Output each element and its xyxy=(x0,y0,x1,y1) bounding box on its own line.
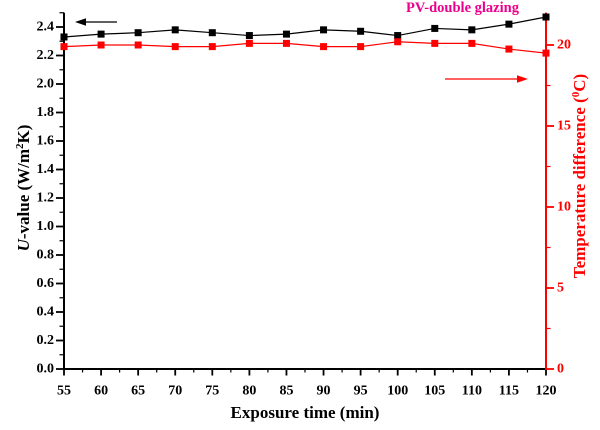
tick-label: 95 xyxy=(354,384,368,399)
x-axis-title: Exposure time (min) xyxy=(230,403,380,422)
tick-label: 1.6 xyxy=(37,134,55,149)
tick-label: 115 xyxy=(499,384,519,399)
tick-label: 75 xyxy=(205,384,219,399)
series-line xyxy=(63,41,547,54)
data-point-square xyxy=(60,43,68,51)
data-point-square xyxy=(542,13,550,21)
left-y-axis-title: U-value (W/m2K) xyxy=(14,124,33,252)
tick-label: 1.8 xyxy=(37,105,55,120)
tick-label: 0.0 xyxy=(37,362,55,377)
tick-label: 55 xyxy=(57,384,71,399)
tick-label: 120 xyxy=(536,384,557,399)
tick-label: 2.4 xyxy=(37,20,55,35)
tick-label: 90 xyxy=(317,384,331,399)
tick-label: 0.6 xyxy=(37,276,55,291)
tick-label: 85 xyxy=(279,384,293,399)
chart-title: PV-double glazing xyxy=(406,0,519,16)
data-point-square xyxy=(282,39,290,47)
data-point-square xyxy=(208,43,216,51)
right-axis-arrow xyxy=(445,75,528,83)
data-point-square xyxy=(171,43,179,51)
temperature-difference-series xyxy=(60,38,550,57)
data-point-square xyxy=(542,49,550,57)
right-y-axis-title: Temperature difference (0C) xyxy=(570,73,589,279)
data-point-square xyxy=(134,29,142,37)
data-point-square xyxy=(431,39,439,47)
tick-label: 80 xyxy=(242,384,256,399)
tick-label: 1.0 xyxy=(37,219,55,234)
data-point-square xyxy=(394,38,402,46)
tick-label: 1.4 xyxy=(37,162,55,177)
tick-label: 15 xyxy=(557,119,571,134)
data-point-square xyxy=(468,26,476,34)
data-point-square xyxy=(320,26,328,34)
right-y-axis: 0 5 10 15 20 xyxy=(545,12,571,377)
u-value-series xyxy=(60,13,550,41)
data-point-square xyxy=(171,26,179,34)
left-axis-arrow xyxy=(75,18,117,26)
data-point-square xyxy=(245,32,253,40)
tick-label: 0 xyxy=(557,362,564,377)
tick-label: 20 xyxy=(557,38,571,53)
tick-label: 110 xyxy=(462,384,482,399)
data-point-square xyxy=(505,20,513,28)
x-axis: 55 60 65 70 75 80 85 90 95 100 105 110 115 120 xyxy=(57,368,557,399)
tick-label: 10 xyxy=(557,200,571,215)
data-point-square xyxy=(282,30,290,38)
data-point-square xyxy=(357,43,365,51)
data-point-square xyxy=(468,39,476,47)
data-point-square xyxy=(320,43,328,51)
tick-label: 1.2 xyxy=(37,191,55,206)
data-point-square xyxy=(97,30,105,38)
tick-label: 0.4 xyxy=(37,305,55,320)
data-point-square xyxy=(357,27,365,35)
tick-label: 5 xyxy=(557,281,564,296)
tick-label: 0.8 xyxy=(37,248,55,263)
tick-label: 105 xyxy=(424,384,445,399)
tick-label: 0.2 xyxy=(37,333,55,348)
tick-label: 100 xyxy=(387,384,408,399)
left-y-axis: 0.0 0.2 0.4 0.6 0.8 1.0 1.2 1.4 1.6 1.8 2.0 2.2 2.4 xyxy=(37,12,65,377)
tick-label: 60 xyxy=(94,384,108,399)
data-point-square xyxy=(394,32,402,40)
data-point-square xyxy=(505,45,513,53)
data-point-square xyxy=(134,41,142,49)
data-point-square xyxy=(431,24,439,32)
series-line xyxy=(63,16,547,38)
tick-label: 2.2 xyxy=(37,48,55,63)
data-point-square xyxy=(60,33,68,41)
data-point-square xyxy=(208,29,216,37)
tick-label: 70 xyxy=(168,384,182,399)
tick-label: 2.0 xyxy=(37,77,55,92)
tick-label: 65 xyxy=(131,384,145,399)
data-point-square xyxy=(245,39,253,47)
data-point-square xyxy=(97,41,105,49)
